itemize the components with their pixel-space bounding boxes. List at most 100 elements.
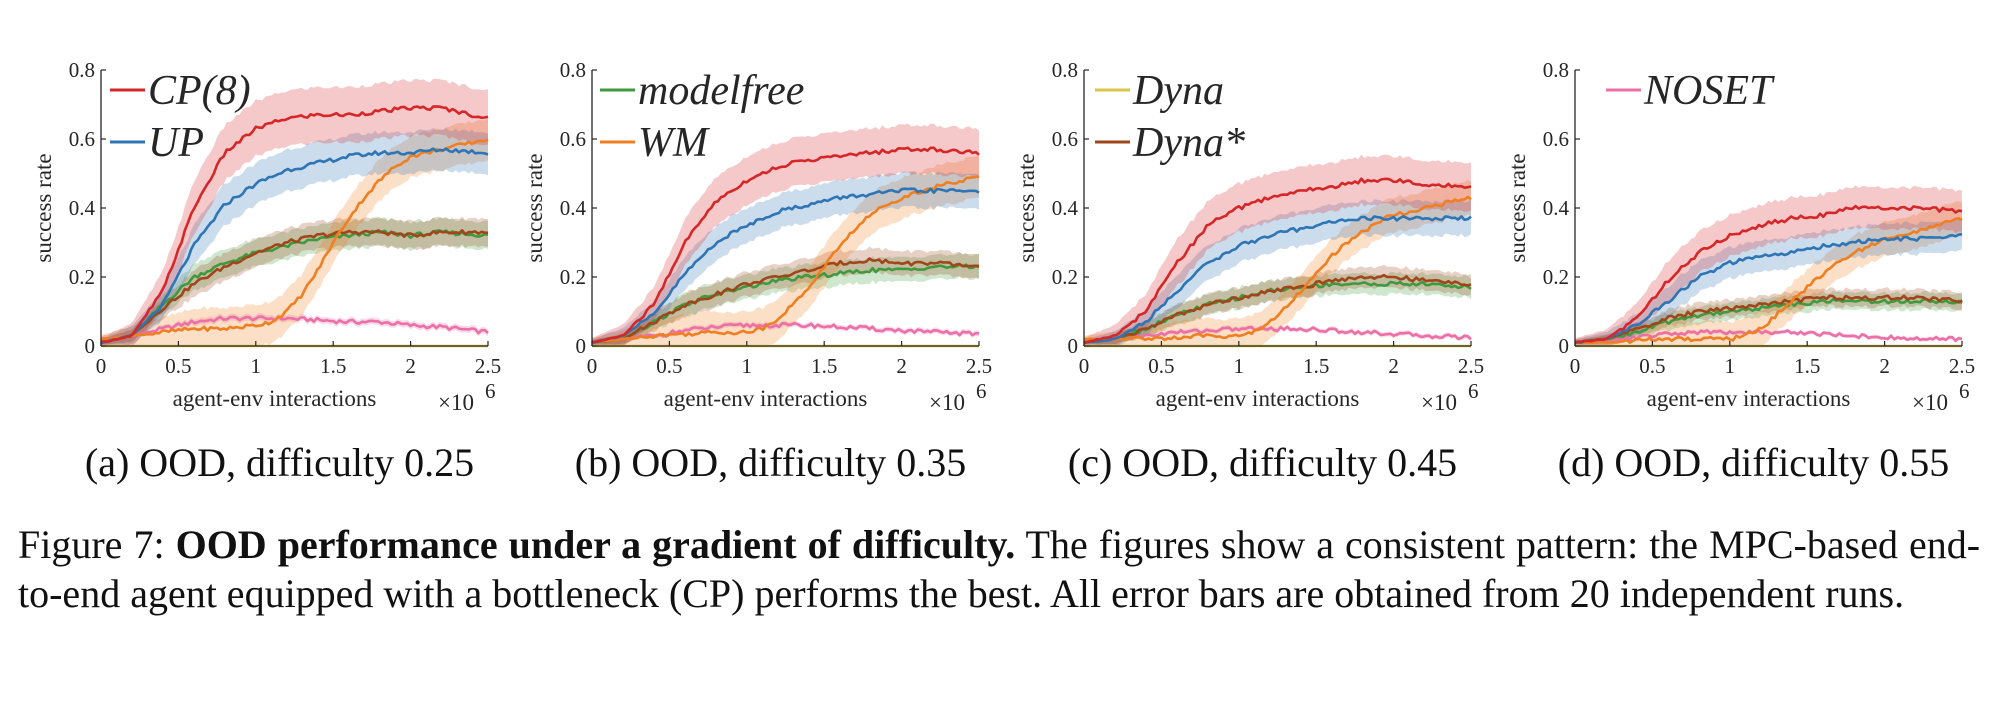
subcaption: (b) OOD, difficulty 0.35	[575, 440, 966, 485]
series-line-up	[1083, 215, 1472, 345]
x-tick-label: 0.5	[1148, 354, 1174, 378]
y-tick-label: 0.6	[1543, 127, 1569, 151]
y-axis-label: success rate	[31, 153, 56, 262]
y-tick-label: 0	[85, 334, 96, 358]
y-tick-label: 0.6	[560, 127, 586, 151]
y-tick-label: 0.2	[1052, 265, 1078, 289]
y-tick-label: 0.8	[560, 58, 586, 82]
y-tick-label: 0	[576, 334, 587, 358]
legend-label-modelfree: modelfree	[638, 68, 804, 114]
legend-label-dyna: Dyna	[1132, 68, 1224, 114]
x-tick-label: 0	[1570, 354, 1581, 378]
y-axis-label: success rate	[1014, 153, 1039, 262]
y-axis-label: success rate	[1505, 153, 1530, 262]
band-cp-8	[592, 123, 979, 346]
band-modelfree	[1084, 271, 1471, 345]
y-tick-label: 0.2	[560, 265, 586, 289]
x-tick-label: 2.5	[1458, 354, 1484, 378]
x-tick-label: 0	[587, 354, 598, 378]
subcaption: (c) OOD, difficulty 0.45	[1068, 440, 1457, 485]
y-tick-label: 0.8	[1543, 58, 1569, 82]
x-tick-label: 1	[1725, 354, 1736, 378]
legend-label-wm: WM	[638, 120, 710, 166]
legend-label-noset: NOSET	[1643, 68, 1775, 114]
series-line-noset	[1574, 329, 1963, 344]
series-line-modelfree	[1574, 298, 1963, 344]
band-dyna	[592, 246, 979, 346]
x-tick-label: 2.5	[966, 354, 992, 378]
x-axis-label: agent-env interactions	[173, 386, 377, 411]
y-tick-label: 0.6	[69, 127, 95, 151]
x-axis-label: agent-env interactions	[664, 386, 868, 411]
x-axis-label: agent-env interactions	[1647, 386, 1851, 411]
x-tick-label: 0.5	[1639, 354, 1665, 378]
series-line-wm	[1083, 195, 1472, 342]
y-tick-label: 0.4	[560, 196, 587, 220]
x-multiplier: ×10	[1912, 390, 1948, 415]
x-tick-label: 1	[1234, 354, 1245, 378]
legend-label-dyna: Dyna*	[1132, 120, 1245, 166]
y-tick-label: 0.6	[1052, 127, 1078, 151]
band-modelfree	[592, 252, 979, 346]
y-tick-label: 0.2	[1543, 265, 1569, 289]
x-tick-label: 2	[405, 354, 416, 378]
x-tick-label: 2	[1388, 354, 1399, 378]
x-axis-label: agent-env interactions	[1156, 386, 1360, 411]
y-tick-label: 0.8	[69, 58, 95, 82]
x-tick-label: 1	[251, 354, 262, 378]
x-tick-label: 1.5	[811, 354, 837, 378]
caption-label: Figure 7:	[18, 522, 165, 567]
subcaption: (d) OOD, difficulty 0.55	[1558, 440, 1949, 485]
x-tick-label: 2	[1879, 354, 1890, 378]
y-tick-label: 0.4	[1052, 196, 1079, 220]
x-tick-label: 2.5	[1949, 354, 1975, 378]
y-tick-label: 0.4	[1543, 196, 1570, 220]
band-cp-8	[1575, 185, 1962, 346]
x-multiplier: ×10	[1421, 390, 1457, 415]
band-wm	[1575, 201, 1962, 346]
x-tick-label: 1.5	[1794, 354, 1820, 378]
x-tick-label: 0	[1079, 354, 1090, 378]
y-tick-label: 0.4	[69, 196, 96, 220]
band-cp-8	[101, 78, 488, 347]
x-tick-label: 1.5	[320, 354, 346, 378]
series-line-cp-8	[1574, 204, 1963, 345]
chart-panel-4: 0 0.5 1 1.5 2 2.5 0 0.2 0.4 0.6 0.8 success rate age…	[1505, 58, 1975, 485]
series-line-cp-8	[592, 146, 980, 344]
y-tick-label: 0	[1559, 334, 1570, 358]
band-modelfree	[1575, 290, 1962, 345]
series-line-dyna	[1083, 273, 1472, 344]
chart-panel-1: 0 0.5 1 1.5 2 2.5 0 0.2 0.4 0.6 0.8 success rate age…	[31, 58, 501, 485]
chart-panel-3: 0 0.5 1 1.5 2 2.5 0 0.2 0.4 0.6 0.8 success rate age…	[1014, 58, 1484, 485]
band-wm	[1084, 179, 1471, 346]
x-multiplier: ×10	[929, 390, 965, 415]
series-line-dyna	[100, 229, 489, 345]
x-tick-label: 0.5	[165, 354, 191, 378]
x-exponent: 6	[976, 379, 987, 403]
x-multiplier: ×10	[438, 390, 474, 415]
x-exponent: 6	[1959, 379, 1970, 403]
x-tick-label: 1	[742, 354, 753, 378]
band-wm	[592, 155, 979, 346]
x-exponent: 6	[485, 379, 496, 403]
caption-bold: OOD performance under a gradient of diff…	[175, 522, 1016, 567]
series-line-up	[100, 147, 489, 345]
caption-text: The figures show a consistent pattern: t…	[18, 522, 1981, 616]
legend-label-cp-8: CP(8)	[148, 68, 251, 114]
band-wm	[101, 118, 488, 346]
series-line-dyna	[591, 257, 980, 345]
x-tick-label: 0.5	[656, 354, 682, 378]
series-line-noset	[1083, 325, 1472, 344]
chart-panel-2: 0 0.5 1 1.5 2 2.5 0 0.2 0.4 0.6 0.8 success rate age…	[522, 58, 992, 485]
x-tick-label: 1.5	[1303, 354, 1329, 378]
subcaption: (a) OOD, difficulty 0.25	[85, 440, 474, 485]
series-line-noset	[100, 315, 489, 345]
y-tick-label: 0	[1068, 334, 1079, 358]
y-axis-label: success rate	[522, 153, 547, 262]
series-line-up	[1574, 232, 1963, 344]
series-line-cp-8	[1083, 177, 1472, 344]
band-up	[1575, 218, 1962, 346]
figure: 0 0.5 1 1.5 2 2.5 0 0.2 0.4 0.6 0.8 success rate age…	[31, 58, 1975, 485]
series-line-wm	[1574, 217, 1963, 345]
x-tick-label: 2	[896, 354, 907, 378]
